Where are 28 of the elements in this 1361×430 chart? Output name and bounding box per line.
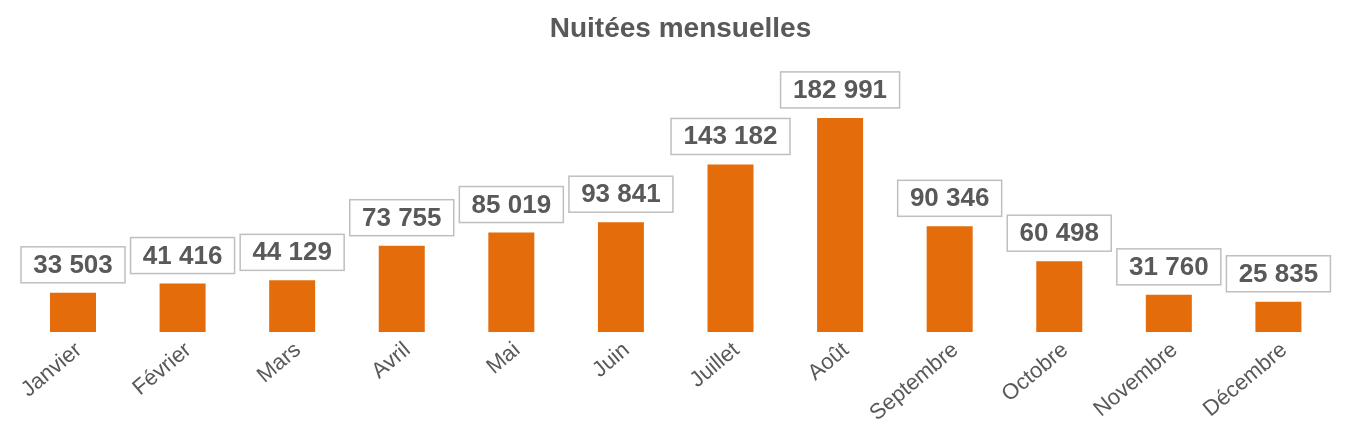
bar bbox=[707, 164, 754, 332]
data-label: 143 182 bbox=[683, 120, 778, 151]
data-label: 41 416 bbox=[142, 239, 223, 270]
data-label: 60 498 bbox=[1019, 217, 1100, 248]
data-label: 73 755 bbox=[361, 201, 442, 232]
x-tick-label: Mai bbox=[481, 336, 525, 379]
x-tick-label: Juin bbox=[586, 336, 634, 382]
data-label: 93 841 bbox=[581, 178, 661, 209]
bar bbox=[488, 232, 535, 332]
x-tick-label: Mars bbox=[251, 336, 306, 388]
chart-title: Nuitées mensuelles bbox=[548, 11, 813, 45]
data-label: 25 835 bbox=[1238, 257, 1319, 288]
bar bbox=[597, 222, 644, 332]
bar bbox=[378, 245, 425, 332]
data-label: 90 346 bbox=[909, 182, 990, 213]
bar bbox=[1145, 294, 1192, 332]
bar bbox=[50, 292, 96, 332]
data-label: 44 129 bbox=[252, 236, 332, 267]
data-label: 85 019 bbox=[471, 188, 552, 219]
bar bbox=[1036, 261, 1083, 332]
data-label: 182 991 bbox=[793, 73, 888, 104]
bar bbox=[817, 117, 864, 332]
data-label: 33 503 bbox=[33, 248, 113, 279]
bar bbox=[1255, 301, 1302, 332]
data-label: 31 760 bbox=[1129, 250, 1209, 281]
bar bbox=[159, 283, 206, 332]
bar bbox=[269, 280, 316, 332]
bar bbox=[926, 226, 973, 332]
